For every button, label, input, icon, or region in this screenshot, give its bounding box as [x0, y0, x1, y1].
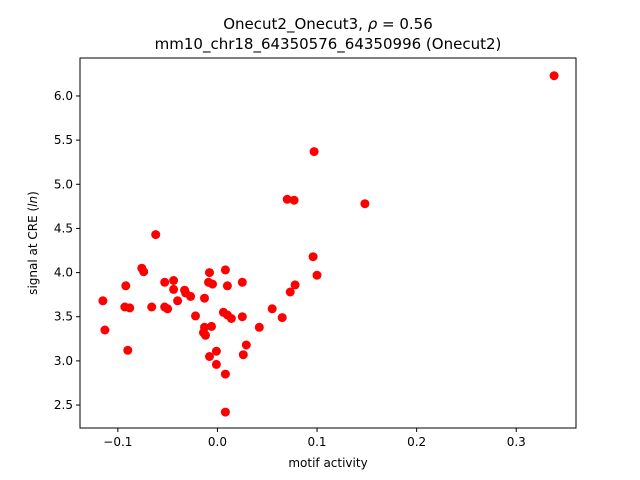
data-point [125, 303, 135, 313]
data-point [267, 304, 277, 314]
chart-title-line1: Onecut2_Onecut3, ρ = 0.56 [223, 15, 433, 34]
data-point [98, 296, 108, 306]
data-point [169, 284, 179, 294]
chart-title-rho-value: = 0.56 [377, 15, 433, 33]
chart-title-line2: mm10_chr18_64350576_64350996 (Onecut2) [155, 35, 502, 54]
y-tick-label: 5.0 [54, 177, 73, 191]
data-point [237, 277, 247, 287]
axes-frame [79, 57, 577, 429]
x-tick-label: 0.2 [407, 435, 426, 449]
y-tick-label: 6.0 [54, 89, 73, 103]
data-point [549, 71, 559, 81]
x-tick-label: 0.1 [307, 435, 326, 449]
chart-title-name: Onecut2_Onecut3, [223, 15, 367, 34]
data-point [191, 311, 200, 321]
x-axis: −0.1 0.0 0.1 0.2 0.3 [103, 428, 526, 449]
data-point [100, 325, 110, 335]
plot-area [80, 58, 576, 428]
x-tick-label: −0.1 [103, 435, 132, 449]
data-point [173, 296, 183, 306]
y-axis: 2.5 3.0 3.5 4.0 4.5 5.0 5.5 6.0 [54, 89, 80, 412]
x-tick-label: 0.3 [507, 435, 526, 449]
data-point [205, 352, 214, 361]
data-point [312, 270, 322, 280]
data-point [289, 195, 299, 205]
data-point [169, 276, 179, 285]
data-point [226, 314, 236, 323]
data-point [241, 340, 251, 350]
data-point [139, 267, 149, 277]
x-tick-label: 0.0 [208, 435, 227, 449]
data-point [290, 280, 300, 290]
data-point [238, 350, 248, 360]
data-point [237, 312, 247, 322]
data-point [121, 281, 131, 291]
data-point [151, 230, 161, 240]
data-point [308, 252, 318, 262]
data-point [200, 293, 209, 303]
y-axis-label-suffix: ) [26, 191, 40, 196]
y-axis-label-italic: ln [26, 196, 40, 207]
data-point [309, 147, 319, 157]
data-point [360, 199, 370, 209]
data-point [211, 346, 221, 356]
data-point [254, 322, 264, 332]
data-point [123, 345, 133, 355]
data-point [205, 268, 214, 278]
data-point [282, 194, 292, 204]
y-tick-label: 5.5 [54, 133, 73, 147]
data-point [222, 281, 232, 291]
chart-title-rho-symbol: ρ [368, 15, 378, 33]
data-point [201, 330, 210, 340]
data-point [220, 369, 230, 379]
data-point [220, 265, 230, 275]
y-tick-label: 2.5 [54, 398, 73, 412]
data-points [98, 71, 559, 417]
data-point [163, 304, 173, 314]
y-axis-label: signal at CRE (ln) [26, 191, 40, 295]
data-point [277, 313, 287, 323]
x-axis-label: motif activity [288, 456, 367, 470]
y-tick-label: 3.0 [54, 354, 73, 368]
data-point [207, 321, 216, 331]
y-axis-label-prefix: signal at CRE ( [26, 207, 40, 295]
y-tick-label: 4.5 [54, 221, 73, 235]
data-point [285, 287, 295, 297]
data-point [220, 407, 230, 417]
data-point [208, 279, 217, 289]
data-point [160, 277, 170, 287]
y-tick-label: 3.5 [54, 310, 73, 324]
data-point [147, 302, 157, 312]
y-tick-label: 4.0 [54, 266, 73, 280]
data-point [181, 288, 191, 298]
data-point [211, 359, 221, 369]
